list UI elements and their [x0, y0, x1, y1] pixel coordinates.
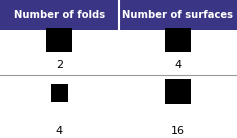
Bar	[165, 79, 191, 104]
Bar	[51, 84, 68, 102]
Text: Number of surfaces: Number of surfaces	[122, 10, 233, 20]
Bar	[165, 28, 191, 52]
Text: Number of folds: Number of folds	[14, 10, 105, 20]
Bar	[0, 0, 237, 30]
Text: 16: 16	[171, 126, 185, 136]
Bar	[46, 28, 72, 52]
Text: 2: 2	[56, 60, 63, 70]
Text: 4: 4	[174, 60, 181, 70]
Text: 4: 4	[56, 126, 63, 136]
